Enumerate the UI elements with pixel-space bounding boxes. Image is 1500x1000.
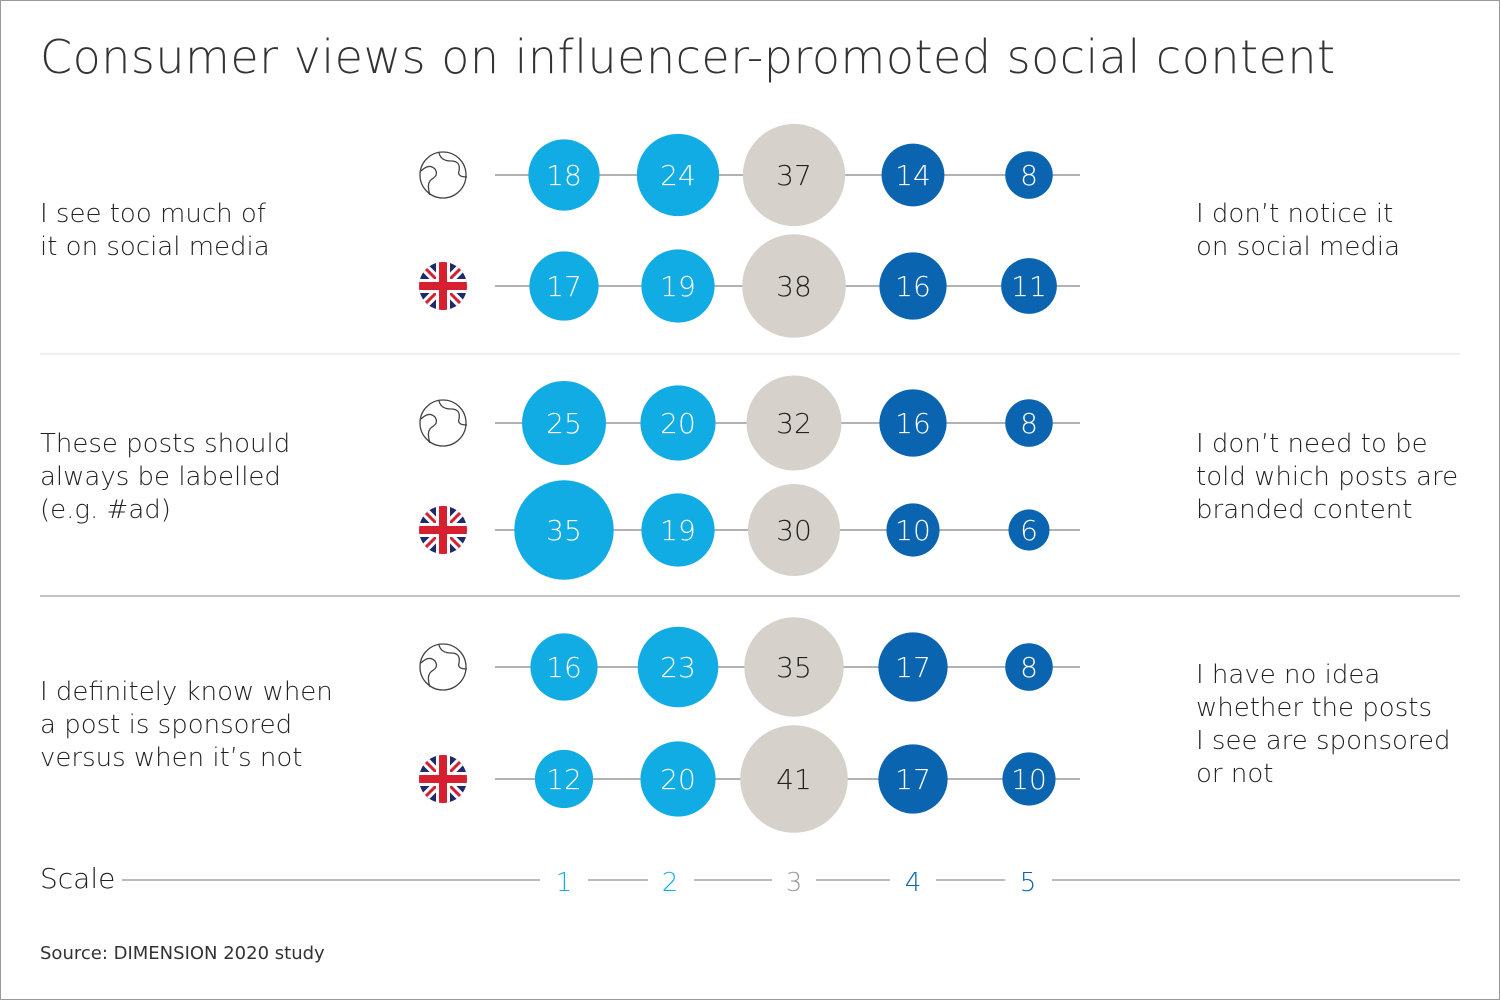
bubble-value: 19 [660, 270, 696, 303]
bubble-value: 16 [895, 407, 931, 440]
bubble-value: 8 [1020, 159, 1038, 192]
bubble-value: 8 [1020, 407, 1038, 440]
scale-label: Scale [40, 862, 116, 895]
bubble-mark [742, 123, 846, 227]
globe-continents [420, 400, 468, 444]
left-label-3: I definitely know when a post is sponsor… [40, 677, 333, 773]
bubble-value: 10 [1011, 763, 1047, 796]
flag-cross-red [419, 262, 467, 310]
bubble-mark [742, 234, 846, 338]
bubble-value: 17 [895, 763, 931, 796]
flag-cross-red [419, 755, 467, 803]
right-label-3: I have no idea whether the posts I see a… [1196, 660, 1451, 789]
globe-icon [419, 151, 468, 199]
bubble-mark [1001, 258, 1057, 314]
bubble-mark [1005, 643, 1053, 691]
bubble-value: 30 [776, 514, 812, 547]
bubble-value: 16 [895, 270, 931, 303]
bubble-mark [744, 617, 844, 717]
bubble-value: 11 [1011, 270, 1047, 303]
bubble-value: 14 [895, 159, 931, 192]
scale-tick-label: 2 [662, 868, 679, 898]
globe-outline [419, 399, 467, 447]
bubble-value: 38 [776, 270, 812, 303]
bubble-mark [641, 249, 715, 323]
uk-flag-icon [419, 506, 467, 554]
bubble-value: 16 [546, 651, 582, 684]
bubble-mark [640, 385, 716, 461]
bubble-mark [528, 139, 600, 211]
bubble-mark [522, 381, 606, 465]
bubble-value: 18 [546, 159, 582, 192]
bubble-mark [747, 483, 841, 577]
bubble-value: 37 [776, 159, 812, 192]
bubble-mark [879, 389, 947, 457]
bubble-value: 24 [660, 159, 696, 192]
bubble-value: 23 [660, 651, 696, 684]
bubble-mark [1002, 752, 1056, 806]
globe-continents [420, 152, 468, 196]
bubble-mark [534, 749, 594, 809]
flag-body [419, 262, 467, 310]
bubble-value: 8 [1020, 651, 1038, 684]
bubble-mark [529, 251, 599, 321]
bubble-mark [1005, 151, 1053, 199]
bubble-mark [636, 133, 720, 217]
scale-tick-label: 1 [556, 868, 573, 898]
bubble-value: 10 [895, 514, 931, 547]
bubble-mark [881, 143, 945, 207]
bubble-value: 12 [546, 763, 582, 796]
bubble-value: 20 [660, 407, 696, 440]
bubble-mark [514, 480, 614, 580]
bubble-mark [878, 744, 948, 814]
right-label-1: I don’t notice it on social media [1196, 199, 1401, 262]
bubble-value: 17 [895, 651, 931, 684]
flag-cross-red [419, 506, 467, 554]
source-note: Source: DIMENSION 2020 study [40, 943, 325, 964]
globe-icon [419, 643, 468, 691]
bubble-mark [1005, 399, 1053, 447]
bubble-value: 35 [776, 651, 812, 684]
bubble-value: 41 [776, 763, 812, 796]
bubble-mark [637, 626, 719, 708]
right-label-2: I don’t need to be told which posts are … [1196, 429, 1459, 525]
bubble-mark [879, 252, 947, 320]
chart-title: Consumer views on influencer-promoted so… [40, 30, 1336, 84]
bubble-value: 19 [660, 514, 696, 547]
bubble-mark [640, 741, 716, 817]
scale-tick-label: 4 [905, 868, 922, 898]
scale-tick-label: 3 [786, 868, 803, 898]
bubble-mark [1008, 509, 1050, 551]
scale-tick-label: 5 [1020, 868, 1037, 898]
bubble-value: 6 [1020, 514, 1038, 547]
globe-continents [420, 644, 468, 688]
flag-body [419, 506, 467, 554]
globe-outline [419, 643, 467, 691]
bubble-mark [740, 725, 848, 833]
globe-icon [419, 399, 468, 447]
bubble-mark [530, 633, 598, 701]
bubble-mark [641, 493, 715, 567]
bubble-value: 35 [546, 514, 582, 547]
bubble-mark [886, 503, 940, 557]
left-label-1: I see too much of it on social media [40, 199, 270, 262]
bubble-mark [878, 632, 948, 702]
bubble-value: 32 [776, 407, 812, 440]
uk-flag-icon [419, 755, 467, 803]
bubble-value: 25 [546, 407, 582, 440]
globe-outline [419, 151, 467, 199]
bubble-mark [746, 375, 842, 471]
flag-body [419, 755, 467, 803]
uk-flag-icon [419, 262, 467, 310]
bubble-value: 20 [660, 763, 696, 796]
left-label-2: These posts should always be labelled (e… [40, 429, 291, 525]
bubble-value: 17 [546, 270, 582, 303]
